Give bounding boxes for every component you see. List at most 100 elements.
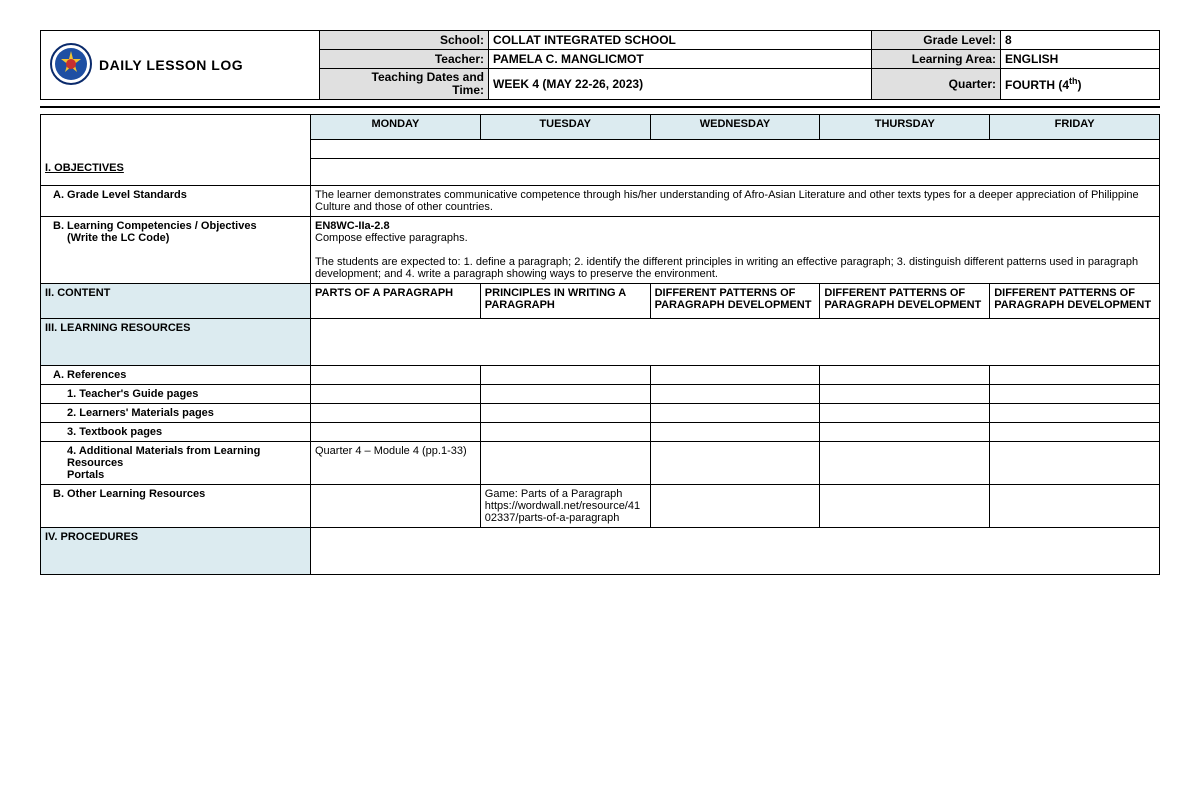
separator xyxy=(40,106,1160,108)
lm-fri xyxy=(990,403,1160,422)
row-resources: III. LEARNING RESOURCES xyxy=(41,318,1160,365)
label-refs: A. References xyxy=(41,365,311,384)
tb-tue xyxy=(480,422,650,441)
tg-mon xyxy=(311,384,481,403)
label-lc: B. Learning Competencies / Objectives (W… xyxy=(41,216,311,283)
day-wed: WEDNESDAY xyxy=(650,115,820,140)
tb-fri xyxy=(990,422,1160,441)
lm-mon xyxy=(311,403,481,422)
row-gls: A. Grade Level Standards The learner dem… xyxy=(41,185,1160,216)
label-school: School: xyxy=(320,31,489,50)
text-lc: EN8WC-IIa-2.8 Compose effective paragrap… xyxy=(311,216,1160,283)
page: DAILY LESSON LOG School: COLLAT INTEGRAT… xyxy=(40,30,1160,575)
row-procedures: IV. PROCEDURES xyxy=(41,527,1160,574)
tb-mon xyxy=(311,422,481,441)
lc-desc: Compose effective paragraphs. xyxy=(315,232,468,244)
deped-logo-icon xyxy=(49,42,93,89)
tg-tue xyxy=(480,384,650,403)
olr-tue: Game: Parts of a Paragraph https://wordw… xyxy=(480,484,650,527)
content-mon: PARTS OF A PARAGRAPH xyxy=(311,283,481,318)
content-tue: PRINCIPLES IN WRITING A PARAGRAPH xyxy=(480,283,650,318)
refs-tue xyxy=(480,365,650,384)
tg-thu xyxy=(820,384,990,403)
label-tb: 3. Textbook pages xyxy=(41,422,311,441)
refs-thu xyxy=(820,365,990,384)
lc-label-1: B. Learning Competencies / Objectives xyxy=(53,220,257,232)
olr-fri xyxy=(990,484,1160,527)
section-objectives: I. OBJECTIVES xyxy=(41,159,311,186)
row-tb: 3. Textbook pages xyxy=(41,422,1160,441)
main-table: MONDAY TUESDAY WEDNESDAY THURSDAY FRIDAY… xyxy=(40,114,1160,575)
lc-expect: The students are expected to: 1. define … xyxy=(315,256,1138,280)
section-procedures: IV. PROCEDURES xyxy=(41,527,311,574)
text-gls: The learner demonstrates communicative c… xyxy=(311,185,1160,216)
am-thu xyxy=(820,441,990,484)
section-resources: III. LEARNING RESOURCES xyxy=(41,318,311,365)
row-tg: 1. Teacher's Guide pages xyxy=(41,384,1160,403)
resources-span xyxy=(311,318,1160,365)
am-tue xyxy=(480,441,650,484)
am-fri xyxy=(990,441,1160,484)
lm-thu xyxy=(820,403,990,422)
lm-wed xyxy=(650,403,820,422)
blank-span xyxy=(311,140,1160,159)
value-teacher: PAMELA C. MANGLICMOT xyxy=(489,50,872,69)
olr-wed xyxy=(650,484,820,527)
logo-cell: DAILY LESSON LOG xyxy=(41,31,320,100)
objectives-span xyxy=(311,159,1160,186)
dll-title: DAILY LESSON LOG xyxy=(99,57,243,73)
row-objectives: I. OBJECTIVES xyxy=(41,159,1160,186)
section-content: II. CONTENT xyxy=(41,283,311,318)
tb-wed xyxy=(650,422,820,441)
value-grade: 8 xyxy=(1001,31,1160,50)
label-gls: A. Grade Level Standards xyxy=(41,185,311,216)
blank-top-left xyxy=(41,115,311,159)
header-table: DAILY LESSON LOG School: COLLAT INTEGRAT… xyxy=(40,30,1160,100)
content-fri: DIFFERENT PATTERNS OF PARAGRAPH DEVELOPM… xyxy=(990,283,1160,318)
quarter-pre: FOURTH (4 xyxy=(1005,78,1069,92)
content-wed: DIFFERENT PATTERNS OF PARAGRAPH DEVELOPM… xyxy=(650,283,820,318)
lm-tue xyxy=(480,403,650,422)
am-3: Portals xyxy=(67,469,104,481)
row-am: 4. Additional Materials from Learning Re… xyxy=(41,441,1160,484)
value-school: COLLAT INTEGRATED SCHOOL xyxy=(489,31,872,50)
quarter-suf: th xyxy=(1069,76,1078,86)
procedures-span xyxy=(311,527,1160,574)
value-area: ENGLISH xyxy=(1001,50,1160,69)
content-thu: DIFFERENT PATTERNS OF PARAGRAPH DEVELOPM… xyxy=(820,283,990,318)
row-olr: B. Other Learning Resources Game: Parts … xyxy=(41,484,1160,527)
row-content: II. CONTENT PARTS OF A PARAGRAPH PRINCIP… xyxy=(41,283,1160,318)
tg-wed xyxy=(650,384,820,403)
am-1: 4. Additional Materials from Learning xyxy=(67,445,260,457)
label-am: 4. Additional Materials from Learning Re… xyxy=(41,441,311,484)
day-header-row: MONDAY TUESDAY WEDNESDAY THURSDAY FRIDAY xyxy=(41,115,1160,140)
day-thu: THURSDAY xyxy=(820,115,990,140)
day-fri: FRIDAY xyxy=(990,115,1160,140)
label-quarter: Quarter: xyxy=(872,69,1001,100)
value-quarter: FOURTH (4th) xyxy=(1001,69,1160,100)
label-dates: Teaching Dates andTime: xyxy=(320,69,489,100)
row-refs: A. References xyxy=(41,365,1160,384)
row-lm: 2. Learners' Materials pages xyxy=(41,403,1160,422)
day-mon: MONDAY xyxy=(311,115,481,140)
tg-fri xyxy=(990,384,1160,403)
am-mon: Quarter 4 – Module 4 (pp.1-33) xyxy=(311,441,481,484)
label-lm: 2. Learners' Materials pages xyxy=(41,403,311,422)
lc-code: EN8WC-IIa-2.8 xyxy=(315,220,390,232)
refs-wed xyxy=(650,365,820,384)
tb-thu xyxy=(820,422,990,441)
label-teacher: Teacher: xyxy=(320,50,489,69)
label-tg: 1. Teacher's Guide pages xyxy=(41,384,311,403)
refs-fri xyxy=(990,365,1160,384)
am-2: Resources xyxy=(67,457,123,469)
day-tue: TUESDAY xyxy=(480,115,650,140)
quarter-post: ) xyxy=(1078,78,1082,92)
label-grade: Grade Level: xyxy=(872,31,1001,50)
value-dates: WEEK 4 (MAY 22-26, 2023) xyxy=(489,69,872,100)
olr-thu xyxy=(820,484,990,527)
refs-mon xyxy=(311,365,481,384)
olr-mon xyxy=(311,484,481,527)
am-wed xyxy=(650,441,820,484)
lc-label-2: (Write the LC Code) xyxy=(53,232,169,244)
row-lc: B. Learning Competencies / Objectives (W… xyxy=(41,216,1160,283)
